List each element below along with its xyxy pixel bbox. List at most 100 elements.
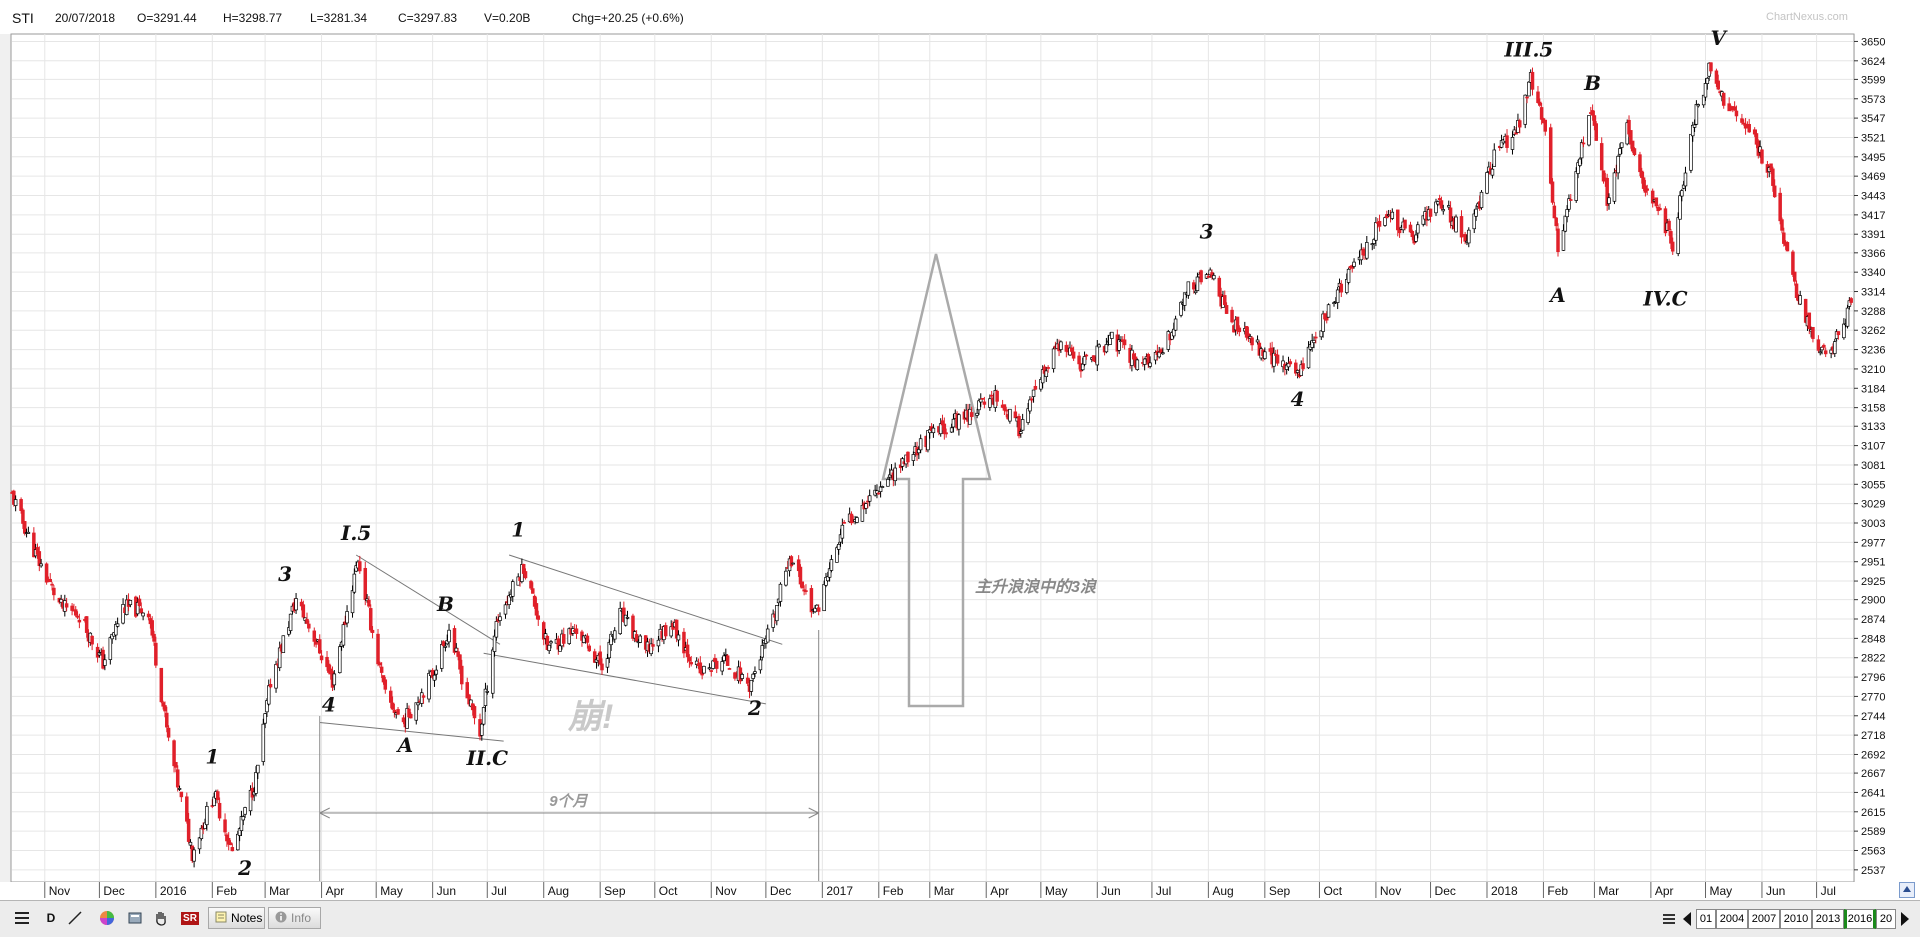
candle xyxy=(827,562,832,582)
candle xyxy=(1173,315,1178,331)
candle-body xyxy=(727,668,732,670)
timeline-menu-icon[interactable] xyxy=(1660,908,1678,930)
candle-body xyxy=(1230,309,1234,323)
candle xyxy=(1459,210,1464,244)
candle xyxy=(186,812,191,844)
notes-button[interactable]: Notes xyxy=(208,907,265,929)
candle-body xyxy=(989,394,994,397)
volume-label: V=0.20B xyxy=(484,11,531,25)
candle xyxy=(618,601,622,635)
candle-body xyxy=(409,713,413,719)
candle xyxy=(141,612,145,621)
candle xyxy=(1448,201,1453,229)
candle xyxy=(1403,219,1407,231)
timeline-year[interactable]: 01 xyxy=(1696,909,1716,929)
candle-body xyxy=(1782,232,1786,244)
candle xyxy=(775,605,779,626)
settings-icon[interactable] xyxy=(124,907,146,929)
candle xyxy=(254,766,258,797)
candle xyxy=(1842,318,1846,340)
candle-body xyxy=(128,600,133,606)
scroll-right-icon[interactable] xyxy=(1896,908,1914,930)
candle xyxy=(205,801,209,831)
x-tick-label: Mar xyxy=(269,884,290,898)
candle xyxy=(623,614,628,627)
candle xyxy=(1439,196,1444,211)
candle xyxy=(1518,118,1522,134)
timeline-year[interactable]: 2013 xyxy=(1812,909,1844,929)
candle xyxy=(1523,94,1527,129)
candle-body xyxy=(396,709,400,715)
scroll-left-icon[interactable] xyxy=(1678,908,1696,930)
menu-icon[interactable] xyxy=(10,907,34,929)
period-button[interactable]: D xyxy=(40,907,62,929)
candle-body xyxy=(1692,124,1697,128)
timeline-navigator[interactable]: 01 2004 2007 2010 2013 2016 20 xyxy=(1660,901,1914,937)
timeline-year[interactable]: 2007 xyxy=(1748,909,1780,929)
candle-body xyxy=(1599,143,1604,171)
candle-body xyxy=(139,608,144,614)
candle-body xyxy=(165,712,169,728)
candle-body xyxy=(1568,199,1573,201)
grid-layer xyxy=(12,34,1853,881)
candle xyxy=(1028,396,1032,414)
candle-body xyxy=(370,629,375,633)
color-wheel-icon[interactable] xyxy=(96,907,118,929)
wave-label: 3 xyxy=(278,562,292,586)
candle-body xyxy=(1565,209,1569,218)
candle-body xyxy=(1550,181,1555,203)
candle xyxy=(223,813,227,837)
candle-body xyxy=(1031,389,1036,397)
candle xyxy=(1592,110,1597,131)
candle xyxy=(1275,349,1280,366)
candle-body xyxy=(1554,217,1558,227)
candle xyxy=(1794,280,1799,301)
candle-body xyxy=(906,451,910,463)
scroll-top-button[interactable] xyxy=(1899,882,1915,898)
candle-body xyxy=(174,761,178,768)
timeline-year-selected[interactable]: 2016 xyxy=(1844,909,1876,929)
candle-body xyxy=(172,740,176,767)
candle xyxy=(822,580,826,612)
candle-body xyxy=(405,708,409,729)
candle-body xyxy=(957,414,961,430)
candle xyxy=(906,451,910,467)
hand-pan-icon[interactable] xyxy=(150,907,172,929)
candle-body xyxy=(294,598,298,611)
candle xyxy=(1581,136,1586,148)
candle-body xyxy=(1004,409,1008,412)
candle xyxy=(37,546,42,572)
candle-body xyxy=(1029,398,1034,401)
candle xyxy=(1525,96,1529,104)
candle-body xyxy=(1071,351,1076,359)
timeline-year[interactable]: 2010 xyxy=(1780,909,1812,929)
timeline-year[interactable]: 20 xyxy=(1876,909,1896,929)
candle xyxy=(1314,331,1318,344)
candle-body xyxy=(975,412,979,416)
candle xyxy=(1017,413,1021,439)
candle-body xyxy=(166,727,171,738)
candle-body xyxy=(1374,222,1378,241)
candle xyxy=(931,424,936,438)
sr-button[interactable]: SR xyxy=(178,907,202,929)
candle-body xyxy=(281,635,286,653)
arrow-up-icon xyxy=(1903,886,1911,892)
info-button[interactable]: Info xyxy=(268,907,321,929)
candle xyxy=(1377,214,1382,232)
candle-body xyxy=(813,607,817,613)
candle-body xyxy=(341,624,346,646)
candle-body xyxy=(64,603,69,608)
candle-body xyxy=(1492,149,1497,167)
candle xyxy=(409,712,413,719)
candle xyxy=(188,839,193,849)
candle xyxy=(383,676,388,694)
y-tick-label: 3133 xyxy=(1861,421,1885,433)
timeline-year[interactable]: 2004 xyxy=(1716,909,1748,929)
candle-body xyxy=(135,602,140,615)
candle-body xyxy=(1778,192,1782,222)
candle xyxy=(1301,357,1305,372)
draw-line-icon[interactable] xyxy=(64,907,86,929)
candle-body xyxy=(1224,305,1229,314)
candle xyxy=(480,722,484,741)
